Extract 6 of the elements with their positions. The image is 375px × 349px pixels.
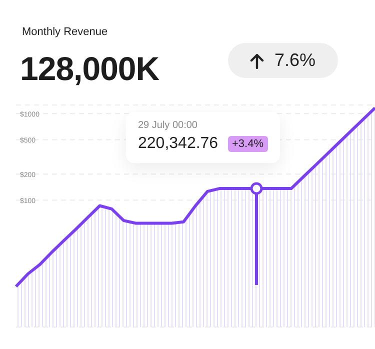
- text: 7.6%: [274, 50, 316, 71]
- chart-subtitle: 128,000K: [20, 50, 160, 88]
- chart-title: Monthly Revenue: [22, 26, 108, 38]
- annotation: 220,342.76: [138, 135, 218, 153]
- annotation: +3.4%: [228, 136, 268, 152]
- annotation: 29 July 00:00: [138, 120, 198, 131]
